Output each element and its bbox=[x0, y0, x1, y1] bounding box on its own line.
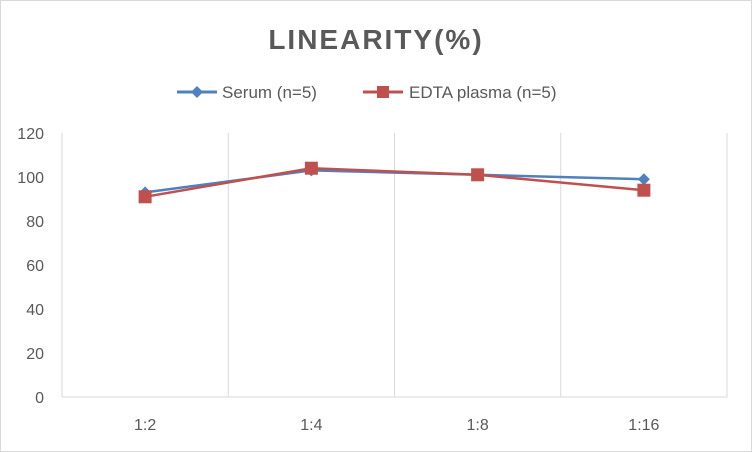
chart-title: LINEARITY(%) bbox=[268, 24, 483, 55]
legend-marker-edta-plasma bbox=[377, 86, 389, 98]
y-tick-label: 120 bbox=[17, 126, 44, 143]
series-line-edta-plasma bbox=[144, 166, 644, 199]
y-tick-label: 40 bbox=[26, 302, 44, 319]
x-tick-label: 1:16 bbox=[628, 417, 659, 434]
plot-area: 0 20 40 60 80 100 120 1:2 1:4 1:8 1:16 bbox=[17, 126, 728, 434]
legend-item-edta-plasma: EDTA plasma (n=5) bbox=[363, 83, 557, 102]
legend-item-serum: Serum (n=5) bbox=[177, 83, 317, 102]
data-point-edta-plasma bbox=[138, 190, 152, 204]
y-tick-label: 100 bbox=[17, 170, 44, 187]
legend: Serum (n=5) EDTA plasma (n=5) bbox=[177, 83, 557, 102]
legend-marker-serum bbox=[191, 86, 203, 98]
y-tick-label: 80 bbox=[26, 214, 44, 231]
x-tick-label: 1:2 bbox=[134, 417, 156, 434]
data-point-edta-plasma bbox=[304, 161, 318, 175]
data-point-serum bbox=[637, 173, 650, 186]
y-tick-label: 60 bbox=[26, 258, 44, 275]
data-point-edta-plasma bbox=[471, 168, 485, 182]
x-tick-label: 1:8 bbox=[467, 417, 489, 434]
y-tick-label: 0 bbox=[35, 390, 44, 407]
y-tick-label: 20 bbox=[26, 346, 44, 363]
data-point-edta-plasma bbox=[637, 183, 651, 197]
x-tick-label: 1:4 bbox=[300, 417, 322, 434]
legend-label-serum: Serum (n=5) bbox=[222, 83, 317, 102]
legend-label-edta-plasma: EDTA plasma (n=5) bbox=[409, 83, 557, 102]
